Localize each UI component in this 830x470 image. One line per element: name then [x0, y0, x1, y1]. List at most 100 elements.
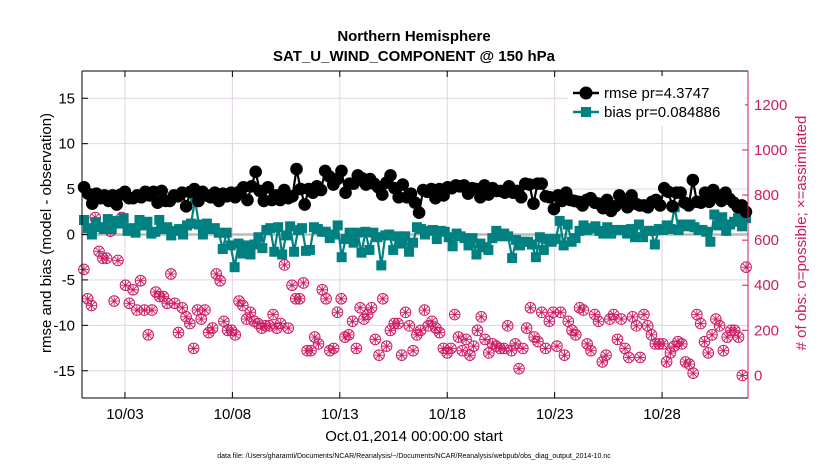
obs-point [210, 268, 223, 280]
bias-point [304, 244, 315, 255]
bias-point [328, 229, 339, 240]
obs-point [399, 306, 412, 319]
bias-point [348, 237, 359, 248]
bias-point [463, 240, 474, 251]
obs-point [134, 274, 147, 287]
bias-point [673, 224, 684, 235]
bias-point [737, 221, 748, 232]
bias-point [483, 244, 494, 255]
obs-point [592, 315, 605, 328]
obs-point [615, 313, 628, 325]
obs-point [342, 329, 355, 341]
obs-point [452, 331, 465, 343]
obs-point [554, 306, 567, 319]
bias-point [467, 233, 478, 244]
obs-point [509, 338, 522, 350]
bias-point [459, 233, 470, 244]
obs-point [78, 263, 90, 276]
rmse-point [261, 180, 275, 194]
obs-point [380, 340, 393, 352]
rmse-point [514, 190, 528, 204]
bias-point [388, 244, 399, 255]
bias-point [114, 218, 125, 229]
bias-point [626, 224, 637, 235]
bias-point [392, 231, 403, 242]
bias-point [427, 224, 438, 235]
obs-point [596, 356, 609, 368]
bias-point [285, 221, 296, 232]
obs-point [721, 331, 733, 343]
obs-point [698, 335, 711, 348]
rmse-point [412, 206, 426, 219]
x-tick-label: 10/28 [643, 406, 681, 423]
obs-point [588, 308, 601, 321]
legend-box [568, 76, 745, 126]
bias-point [637, 232, 648, 243]
obs-point [377, 292, 389, 305]
legend-rmse-label: rmse pr=4.3747 [604, 85, 709, 102]
obs-point [369, 333, 382, 346]
bias-point [447, 241, 458, 252]
y-right-tick-label: 0 [754, 367, 762, 384]
chart-title: Northern Hemisphere [337, 28, 490, 45]
obs-point [740, 261, 752, 274]
obs-point [448, 308, 461, 321]
rmse-series [77, 162, 753, 219]
bias-point [376, 260, 387, 271]
bias-point [336, 252, 347, 263]
obs-point [687, 367, 699, 379]
bias-point [86, 229, 97, 240]
obs-point [630, 320, 643, 332]
obs-point [354, 301, 366, 314]
obs-point [456, 344, 469, 357]
bias-point [237, 248, 248, 259]
obs-point [165, 268, 177, 280]
y-right-tick-label: 200 [754, 322, 779, 339]
obs-point [123, 297, 136, 310]
bias-point [439, 226, 450, 237]
obs-point [675, 338, 688, 350]
bias-point [297, 223, 308, 234]
obs-point [308, 331, 321, 343]
obs-point [214, 274, 226, 287]
rmse-point [335, 164, 348, 178]
bias-point [574, 225, 585, 236]
bias-point [396, 238, 407, 249]
bias-point [404, 246, 415, 257]
obs-point [524, 301, 537, 314]
bias-point [273, 222, 284, 233]
bias-point [598, 228, 609, 239]
obs-point [418, 304, 431, 316]
bias-series [78, 194, 752, 273]
bias-point [408, 237, 419, 248]
bias-point [491, 225, 502, 236]
bias-point [554, 215, 565, 226]
obs-point [286, 279, 298, 292]
y-tick-label: 5 [67, 181, 75, 198]
bias-point [701, 226, 712, 237]
y-right-tick-label: 800 [754, 187, 779, 204]
legend-bias-marker [581, 107, 591, 117]
rmse-point [686, 173, 700, 187]
obs-point [558, 349, 571, 361]
obs-point [551, 340, 563, 352]
axes [81, 70, 749, 399]
obs-point [157, 290, 170, 303]
obs-point [460, 333, 472, 346]
obs-point [282, 322, 295, 334]
obs-point [513, 362, 525, 375]
bias-point [443, 232, 454, 243]
obs-point [365, 301, 378, 314]
obs-point [600, 349, 612, 361]
bias-point [225, 240, 236, 251]
obs-point [634, 351, 646, 364]
bias-point [106, 224, 117, 235]
obs-point [305, 344, 317, 357]
rmse-point [408, 196, 422, 210]
bias-point [102, 214, 113, 225]
bias-point [645, 225, 656, 236]
obs-point [327, 342, 340, 355]
obs-point [127, 283, 139, 296]
bias-point [281, 230, 292, 241]
